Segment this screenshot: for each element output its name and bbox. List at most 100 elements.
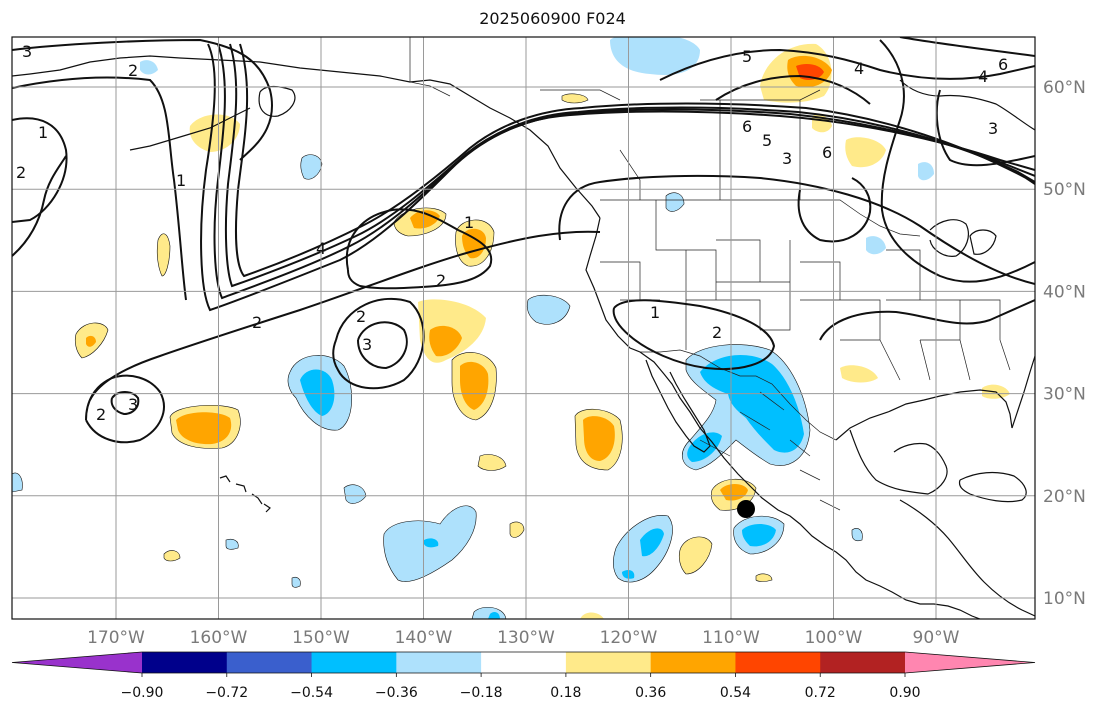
contour-line — [819, 299, 1035, 341]
border-alaska-canada — [409, 37, 451, 97]
colorbar-extend-min — [12, 652, 142, 673]
fill-region — [225, 538, 239, 550]
fill-region — [840, 365, 878, 383]
fill-region — [720, 484, 748, 501]
longitude-labels: 170°W 160°W 150°W 140°W 130°W 120°W 110°W 100°W… — [87, 628, 960, 648]
latitude-label: 50°N — [1043, 180, 1086, 200]
colorbar-tick-label: −0.54 — [290, 685, 333, 701]
fill-region — [755, 573, 773, 582]
colorbar-extend-max — [905, 652, 1035, 673]
longitude-label: 100°W — [805, 628, 863, 648]
fill-region — [477, 454, 507, 471]
longitude-label: 160°W — [190, 628, 248, 648]
contour-line — [797, 177, 872, 243]
fill-region — [462, 228, 486, 259]
contour-line — [345, 208, 493, 290]
contour-label: 5 — [742, 47, 752, 66]
contour-label: 4 — [316, 239, 326, 258]
fill-region — [700, 354, 804, 453]
positive-anomaly-fills — [74, 43, 1010, 619]
fill-region — [291, 576, 301, 588]
fill-region — [526, 294, 571, 325]
coastline-west-us — [585, 217, 981, 619]
contour-label: 3 — [128, 395, 138, 414]
coastlines — [12, 55, 1035, 619]
fill-region — [845, 137, 886, 168]
colorbar-segment — [735, 652, 821, 673]
fill-region — [424, 538, 439, 548]
fill-region — [300, 154, 323, 180]
fill-region — [429, 325, 462, 357]
coastline-aleutians — [129, 107, 251, 151]
mexico-states — [699, 391, 841, 511]
political-borders — [409, 37, 1011, 511]
contour-label: 3 — [988, 119, 998, 138]
fill-region — [163, 550, 181, 562]
fill-region — [189, 114, 240, 152]
fill-region — [640, 528, 664, 557]
fill-region — [410, 210, 440, 229]
contour-line — [89, 230, 601, 401]
longitude-label: 90°W — [913, 628, 960, 648]
contour-label: 2 — [96, 405, 106, 424]
colorbar-segment — [650, 652, 736, 673]
fill-region — [678, 536, 713, 575]
fill-region — [300, 369, 335, 416]
fill-region — [140, 60, 158, 75]
contour-line — [110, 391, 140, 416]
colorbar-tick-labels: −0.90 −0.72 −0.54 −0.36 −0.18 0.18 0.36 0.54 0.7… — [121, 673, 921, 701]
fill-region — [918, 162, 934, 181]
fill-region — [176, 412, 232, 445]
contour-label: 1 — [464, 213, 474, 232]
fill-region — [665, 192, 685, 212]
contour-line — [715, 74, 871, 105]
longitude-label: 140°W — [395, 628, 453, 648]
contour-label: 2 — [252, 313, 262, 332]
hawaii-islands — [219, 475, 271, 513]
contour-line — [935, 89, 1035, 167]
colorbar — [11, 651, 1036, 674]
negative-anomaly-fills — [12, 37, 934, 619]
contour-line — [558, 174, 1035, 285]
contour-label: 1 — [38, 123, 48, 142]
contour-lines — [12, 37, 1035, 444]
colorbar-segment — [142, 652, 228, 673]
fill-region — [488, 611, 500, 619]
latitude-label: 10°N — [1043, 589, 1086, 609]
contour-label: 4 — [854, 59, 864, 78]
contour-line — [899, 37, 1035, 57]
colorbar-tick-label: 0.72 — [805, 685, 836, 701]
fill-region — [12, 472, 23, 493]
contour-label: 2 — [128, 61, 138, 80]
contour-label: 3 — [362, 335, 372, 354]
colorbar-segment — [226, 652, 313, 673]
fill-region — [509, 521, 525, 538]
fill-region — [561, 93, 589, 104]
latitude-label: 30°N — [1043, 385, 1086, 405]
contour-label: 6 — [822, 143, 832, 162]
latitude-label: 20°N — [1043, 487, 1086, 507]
longitude-label: 150°W — [292, 628, 350, 648]
contour-labels: 3 2 1 2 1 4 2 2 3 1 2 2 3 1 2 5 4 4 6 3 … — [16, 42, 1008, 424]
coastline-central-america — [899, 499, 1035, 617]
contour-line — [12, 76, 187, 301]
contour-line — [12, 155, 67, 257]
canada-provinces — [540, 89, 821, 200]
contour-line — [213, 43, 1035, 300]
coastline-alaska — [12, 55, 601, 219]
us-states — [600, 200, 1011, 381]
contour-line — [224, 43, 1035, 288]
contour-label: 2 — [436, 271, 446, 290]
colorbar-tick-label: −0.72 — [205, 685, 248, 701]
coastline-hudson — [899, 79, 1035, 131]
fill-region — [583, 416, 615, 461]
border-us-mexico — [640, 349, 837, 441]
fill-region — [86, 335, 96, 347]
station-marker — [737, 500, 755, 518]
longitude-label: 170°W — [87, 628, 145, 648]
contour-label: 2 — [16, 163, 26, 182]
map-background — [12, 37, 1035, 619]
map-title: 2025060900 F024 — [479, 9, 626, 28]
graticule — [12, 37, 1035, 619]
